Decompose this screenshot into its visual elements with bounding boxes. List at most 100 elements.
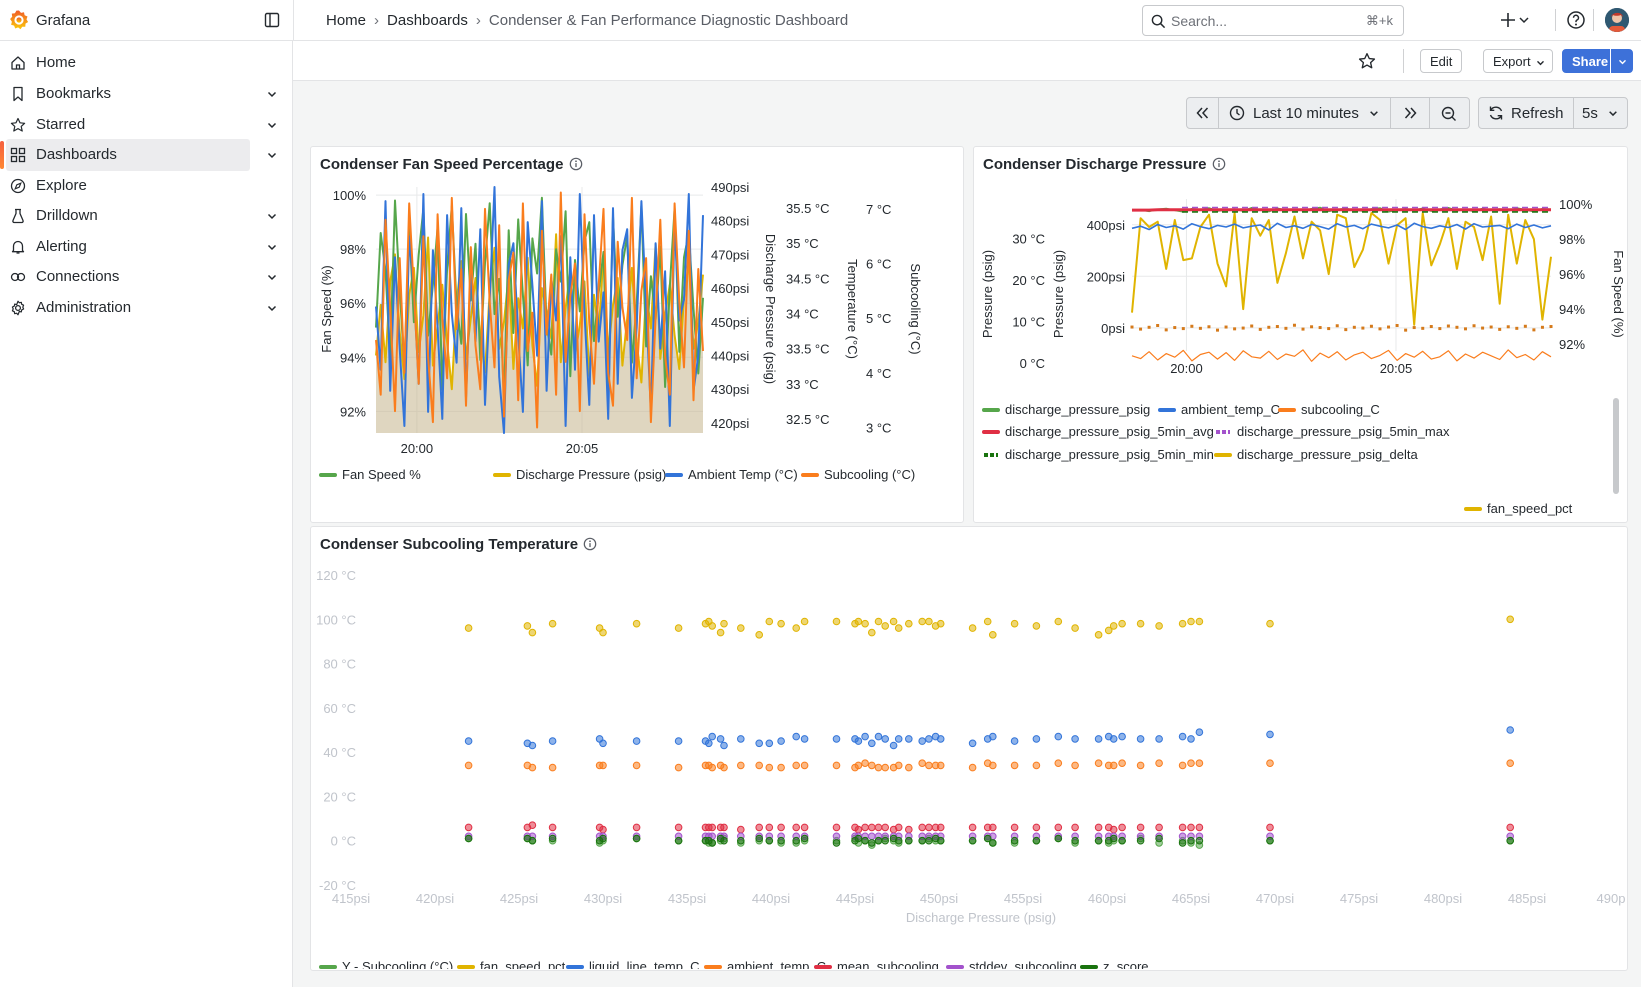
- y3-tick-label: 32.5 °C: [786, 412, 830, 427]
- scatter-point: [894, 735, 903, 743]
- sidebar-item-starred[interactable]: Starred: [6, 109, 277, 141]
- time-range-button[interactable]: Last 10 minutes: [1219, 98, 1391, 128]
- scatter-point: [792, 624, 801, 632]
- sidebar-item-dashboards[interactable]: Dashboards: [0, 139, 277, 171]
- scatter-point: [861, 823, 869, 832]
- scatter-point: [599, 825, 607, 834]
- scatter-point: [1010, 836, 1019, 845]
- panel-title[interactable]: Condenser Subcooling Temperature: [320, 536, 579, 553]
- scatter-point: [716, 628, 725, 637]
- x-tick-label: 455psi: [1004, 891, 1042, 906]
- angle-double-right-icon: [1404, 107, 1417, 119]
- sidebar-item-explore[interactable]: Explore: [6, 170, 250, 202]
- scatter-point: [1118, 836, 1126, 845]
- scatter-point: [832, 617, 841, 626]
- discharge-pressure-chart[interactable]: 0 °C 10 °C 20 °C 30 °C Pressure (psig) Pressu…: [974, 179, 1629, 521]
- edit-button[interactable]: Edit: [1420, 49, 1463, 73]
- chevron-down-icon[interactable]: [266, 88, 278, 100]
- chevron-down-icon: [1609, 111, 1617, 117]
- chevron-down-icon[interactable]: [266, 302, 278, 314]
- legend-item: ambient_temp_C: [1181, 402, 1280, 417]
- sidebar-item-drilldown[interactable]: Drilldown: [6, 200, 277, 232]
- export-button[interactable]: Export: [1483, 49, 1553, 73]
- y3-tick-label: 96%: [1559, 267, 1585, 282]
- y-tick-label: 100%: [333, 188, 367, 203]
- grafana-logo-icon[interactable]: [8, 9, 30, 31]
- subcooling-scatter-chart[interactable]: -20 °C 0 °C 20 °C 40 °C 60 °C 80 °C 100 °C 120 …: [311, 559, 1629, 969]
- scatter-point: [674, 823, 683, 832]
- x-tick-label: 490p: [1597, 891, 1626, 906]
- panel-title[interactable]: Condenser Discharge Pressure: [983, 156, 1207, 173]
- zoom-out-button[interactable]: [1430, 98, 1469, 128]
- legend-item: fan_speed_pct: [480, 959, 566, 969]
- scatter-point: [832, 823, 841, 832]
- scatter-point: [705, 739, 713, 748]
- sync-icon: [1489, 106, 1503, 120]
- x-tick-label: 425psi: [500, 891, 538, 906]
- scatter-point: [854, 761, 863, 770]
- legend-item: discharge_pressure_psig_delta: [1237, 447, 1418, 462]
- chevron-down-icon[interactable]: [266, 271, 278, 283]
- series-dot: [1446, 324, 1450, 328]
- scatter-point: [925, 735, 933, 743]
- scatter-point: [755, 631, 764, 639]
- series-dot: [1412, 326, 1416, 330]
- y3-tick-label: 100%: [1559, 197, 1593, 212]
- time-range-label: Last 10 minutes: [1253, 105, 1359, 122]
- info-icon[interactable]: [569, 157, 583, 171]
- scatter-point: [792, 836, 801, 845]
- plus-icon[interactable]: [1500, 10, 1532, 30]
- sidebar-item-alerting[interactable]: Alerting: [6, 231, 277, 263]
- refresh-button[interactable]: Refresh: [1479, 98, 1574, 128]
- scatter-point: [755, 823, 764, 832]
- breadcrumb-home[interactable]: Home: [326, 12, 367, 29]
- scatter-point: [1178, 619, 1187, 628]
- panel-title[interactable]: Condenser Fan Speed Percentage: [320, 156, 564, 173]
- scatter-point: [720, 763, 728, 772]
- sidebar-item-connections[interactable]: Connections: [6, 261, 277, 293]
- search-input[interactable]: Search... ⌘+k: [1142, 5, 1404, 36]
- avatar[interactable]: [1605, 8, 1629, 32]
- chevron-down-icon: [1370, 111, 1378, 117]
- scatter-point: [1032, 836, 1041, 845]
- time-back-button[interactable]: [1187, 98, 1219, 128]
- dashboard-toolbar: Edit Export Share: [293, 41, 1641, 81]
- y2-tick-label: 490psi: [711, 180, 749, 195]
- scatter-point: [881, 763, 890, 772]
- scatter-point: [792, 823, 801, 832]
- scatter-point: [983, 834, 992, 843]
- scatter-point: [968, 823, 977, 832]
- star-icon[interactable]: [1358, 52, 1376, 70]
- scatter-point: [1109, 825, 1118, 834]
- legend-item: discharge_pressure_psig_5min_min: [1005, 447, 1214, 462]
- share-dropdown-button[interactable]: [1611, 49, 1633, 73]
- dock-menu-icon[interactable]: [264, 12, 280, 28]
- share-button[interactable]: Share: [1562, 49, 1610, 73]
- fan-speed-chart[interactable]: 92% 94% 96% 98% 100% 20:00 20:05 Fan Speed (%) 4…: [311, 179, 965, 521]
- scatter-point: [632, 834, 641, 843]
- info-icon[interactable]: [583, 537, 597, 551]
- chevron-down-icon[interactable]: [266, 241, 278, 253]
- legend-scrollbar[interactable]: [1613, 398, 1619, 494]
- chevron-down-icon[interactable]: [266, 149, 278, 161]
- chevron-down-icon[interactable]: [266, 119, 278, 131]
- refresh-interval-select[interactable]: 5s: [1574, 98, 1627, 128]
- y2-tick-label: 400psi: [1087, 218, 1125, 233]
- sidebar-item-bookmarks[interactable]: Bookmarks: [6, 78, 277, 110]
- help-icon[interactable]: [1566, 10, 1586, 30]
- breadcrumb-dashboards[interactable]: Dashboards: [387, 12, 468, 29]
- sidebar-item-home[interactable]: Home: [6, 47, 250, 79]
- time-forward-button[interactable]: [1391, 98, 1430, 128]
- x-tick-label: 475psi: [1340, 891, 1378, 906]
- y3-tick-label: 35 °C: [786, 236, 819, 251]
- scatter-point: [1109, 761, 1118, 770]
- scatter-point: [1071, 823, 1079, 832]
- info-icon[interactable]: [1212, 157, 1226, 171]
- chevron-down-icon[interactable]: [266, 210, 278, 222]
- sidebar-item-administration[interactable]: Administration: [6, 292, 277, 324]
- x-tick-label: 20:00: [401, 441, 434, 456]
- scatter-point: [1071, 761, 1079, 770]
- scatter-point: [708, 622, 717, 630]
- scatter-point: [854, 825, 863, 834]
- refresh-interval-value: 5s: [1582, 105, 1598, 122]
